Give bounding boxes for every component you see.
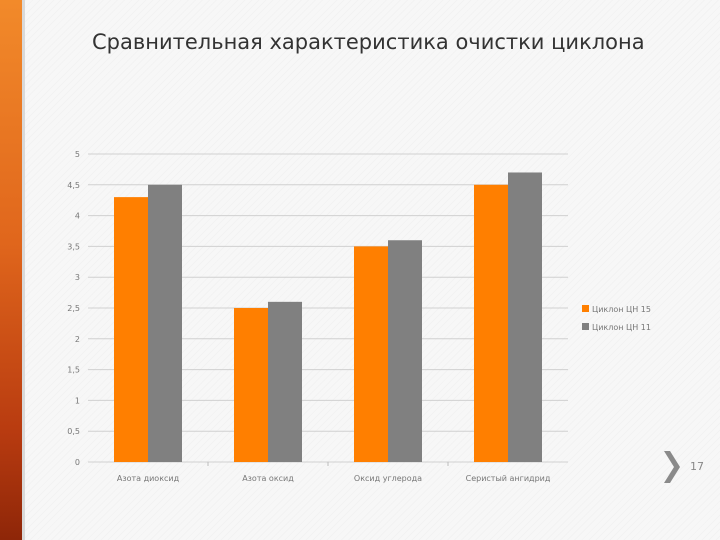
y-tick-label: 2,5 <box>67 304 80 313</box>
legend-label-2: Циклон ЦН 11 <box>592 323 651 332</box>
y-tick-label: 0,5 <box>67 427 80 436</box>
bar-2-4 <box>508 172 542 463</box>
y-tick-label: 3,5 <box>67 242 80 251</box>
bar-2-3 <box>388 240 422 462</box>
legend-swatch-2 <box>582 323 589 330</box>
left-accent-strip <box>0 0 25 540</box>
x-tick-label: Серистый ангидрид <box>466 474 551 483</box>
x-tick-label: Оксид углерода <box>354 474 422 483</box>
bar-1-3 <box>354 246 388 462</box>
legend-swatch-1 <box>582 305 589 312</box>
legend-label-1: Циклон ЦН 15 <box>592 305 651 314</box>
page-number: 17 <box>690 460 704 473</box>
y-tick-labels: 0 0,5 1 1,5 2 2,5 3 3,5 4 4,5 5 <box>67 150 80 467</box>
bar-2-2 <box>268 301 302 462</box>
y-tick-label: 4,5 <box>67 181 80 190</box>
slide-title: Сравнительная характеристика очистки цик… <box>92 30 645 54</box>
y-tick-label: 5 <box>75 150 80 159</box>
y-tick-label: 2 <box>75 335 80 344</box>
y-tick-label: 3 <box>75 273 80 282</box>
x-tick-labels: Азота диоксид Азота оксид Оксид углерода Се… <box>117 474 551 483</box>
y-tick-label: 0 <box>75 458 80 467</box>
y-tick-label: 1 <box>75 396 80 405</box>
chart-legend: Циклон ЦН 15 Циклон ЦН 11 <box>582 305 651 332</box>
bar-1-2 <box>234 308 268 462</box>
x-tick-label: Азота диоксид <box>117 474 180 483</box>
bar-2-1 <box>148 184 182 463</box>
next-slide-chevron-icon[interactable] <box>661 449 683 485</box>
x-tick-label: Азота оксид <box>242 474 294 483</box>
bar-1-4 <box>474 184 508 463</box>
chart-bars <box>114 172 542 463</box>
y-tick-label: 1,5 <box>67 366 80 375</box>
y-tick-label: 4 <box>75 212 80 221</box>
bar-1-1 <box>114 197 148 462</box>
